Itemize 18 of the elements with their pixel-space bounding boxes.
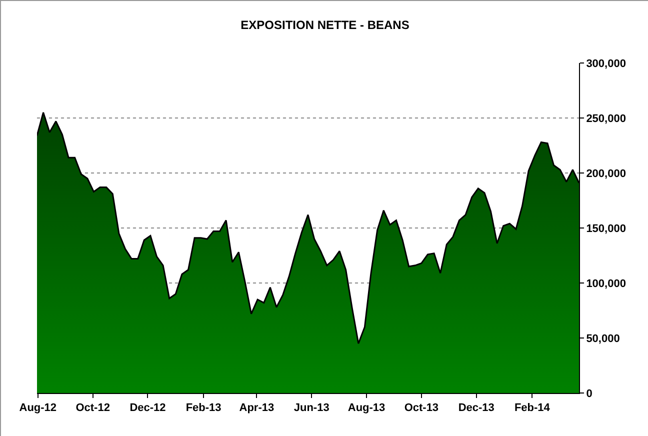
x-tick-label: Aug-12: [19, 402, 57, 414]
chart-title: EXPOSITION NETTE - BEANS: [240, 18, 410, 32]
x-tick-label: Apr-13: [239, 402, 274, 414]
x-tick-label: Dec-13: [458, 402, 494, 414]
x-tick-label: Dec-12: [130, 402, 166, 414]
x-tick-label: Oct-12: [76, 402, 110, 414]
y-tick-label: 150,000: [586, 222, 626, 235]
y-tick-label: 300,000: [586, 58, 626, 70]
y-tick-label: 50,000: [586, 332, 620, 345]
x-tick-label: Jun-13: [294, 402, 330, 414]
y-tick-label: 250,000: [586, 112, 626, 125]
y-tick-label: 0: [586, 388, 592, 400]
x-tick-label: Aug-13: [348, 402, 386, 414]
x-tick-label: Feb-14: [514, 402, 551, 414]
x-tick-label: Oct-13: [404, 402, 439, 414]
y-tick-label: 200,000: [586, 168, 626, 180]
x-tick-label: Feb-13: [186, 402, 222, 414]
y-tick-label: 100,000: [586, 278, 626, 290]
